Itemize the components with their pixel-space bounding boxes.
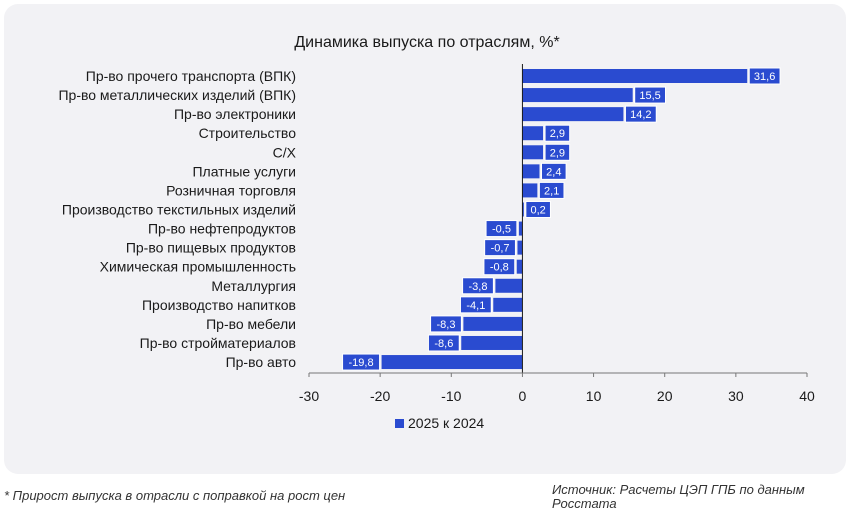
svg-text:-8,3: -8,3 <box>436 319 455 331</box>
svg-text:-8,6: -8,6 <box>434 338 453 350</box>
category-label: Производство текстильных изделий <box>62 201 296 217</box>
footnote: * Прирост выпуска в отрасли с поправкой … <box>4 488 346 503</box>
data-label: -0,8 <box>483 258 516 276</box>
bar <box>381 355 523 370</box>
bar <box>495 278 523 293</box>
svg-text:-0,7: -0,7 <box>491 243 510 255</box>
data-label: 31,6 <box>748 67 781 85</box>
x-tick-label: 0 <box>519 388 527 404</box>
svg-text:-3,8: -3,8 <box>469 281 488 293</box>
category-label: Розничная торговля <box>166 182 296 198</box>
source-note: Источник: Расчеты ЦЭП ГПБ по данным Росс… <box>552 482 805 511</box>
data-label: 2,9 <box>544 143 571 161</box>
x-axis: -30 -20 -10 0 10 20 30 40 <box>299 64 815 404</box>
legend: 2025 к 2024 <box>395 415 484 431</box>
svg-text:-19,8: -19,8 <box>349 357 374 369</box>
bar <box>463 316 523 331</box>
data-label: -0,7 <box>484 239 516 257</box>
x-tick-label: -30 <box>299 388 319 404</box>
category-label: Пр-во стройматериалов <box>140 335 296 351</box>
category-label: Пр-во мебели <box>206 316 296 332</box>
bar <box>522 164 540 179</box>
svg-text:0,2: 0,2 <box>531 204 546 216</box>
x-tick-label: 20 <box>657 388 673 404</box>
svg-text:14,2: 14,2 <box>630 109 651 121</box>
bar <box>522 107 624 122</box>
category-label: Пр-во электроники <box>174 106 296 122</box>
svg-text:15,5: 15,5 <box>639 90 660 102</box>
svg-text:-0,5: -0,5 <box>492 224 511 236</box>
bar <box>518 221 523 236</box>
data-label: 2,4 <box>541 162 567 180</box>
bar <box>522 126 544 141</box>
data-label: 0,2 <box>525 200 551 218</box>
category-label: Пр-во авто <box>226 354 297 370</box>
bar <box>461 335 523 350</box>
bar <box>522 69 748 83</box>
svg-text:2,1: 2,1 <box>544 185 559 197</box>
bar <box>522 145 544 160</box>
legend-label: 2025 к 2024 <box>408 415 484 431</box>
svg-text:31,6: 31,6 <box>754 71 775 83</box>
category-label: Платные услуги <box>192 163 296 179</box>
x-tick-label: 40 <box>799 388 815 404</box>
category-label: Производство напитков <box>142 297 296 313</box>
x-tick-label: -10 <box>441 388 461 404</box>
category-label: Строительство <box>199 125 297 141</box>
bar <box>516 259 523 274</box>
svg-text:2,9: 2,9 <box>550 147 565 159</box>
output-dynamics-chart: Динамика выпуска по отраслям, %* 31,6 15,… <box>58 34 815 431</box>
data-label: 2,1 <box>538 181 565 199</box>
category-label: Пр-во металлических изделий (ВПК) <box>58 87 296 103</box>
category-labels: Пр-во прочего транспорта (ВПК) Пр-во мета… <box>58 68 296 370</box>
legend-swatch <box>395 419 404 428</box>
bar <box>522 202 524 217</box>
svg-text:2,9: 2,9 <box>550 128 565 140</box>
category-label: Пр-во пищевых продуктов <box>126 240 296 256</box>
svg-text:-0,8: -0,8 <box>490 262 509 274</box>
x-tick-label: -20 <box>370 388 390 404</box>
bars-group: 31,615,514,22,92,92,42,10,2-0,5-0,7-0,8-… <box>342 67 781 371</box>
data-label: -3,8 <box>462 277 494 295</box>
category-label: Пр-во нефтепродуктов <box>148 221 296 237</box>
x-tick-label: 30 <box>728 388 744 404</box>
svg-text:-4,1: -4,1 <box>466 300 485 312</box>
bar <box>522 183 538 198</box>
bar <box>522 88 633 103</box>
data-label: -19,8 <box>342 353 381 371</box>
data-label: -8,3 <box>430 315 462 333</box>
data-label: 2,9 <box>544 124 571 142</box>
bar <box>517 240 523 255</box>
data-label: -4,1 <box>459 296 492 314</box>
x-tick-label: 10 <box>586 388 602 404</box>
data-label: -8,6 <box>427 334 460 352</box>
data-label: 15,5 <box>634 86 667 104</box>
category-label: С/Х <box>273 144 297 160</box>
category-label: Химическая промышленность <box>100 259 296 275</box>
svg-text:2,4: 2,4 <box>546 166 561 178</box>
category-label: Пр-во прочего транспорта (ВПК) <box>86 68 296 84</box>
data-label: 14,2 <box>624 105 657 123</box>
category-label: Металлургия <box>211 278 296 294</box>
data-label: -0,5 <box>485 220 518 238</box>
bar <box>493 297 523 312</box>
chart-title: Динамика выпуска по отраслям, %* <box>294 34 559 51</box>
